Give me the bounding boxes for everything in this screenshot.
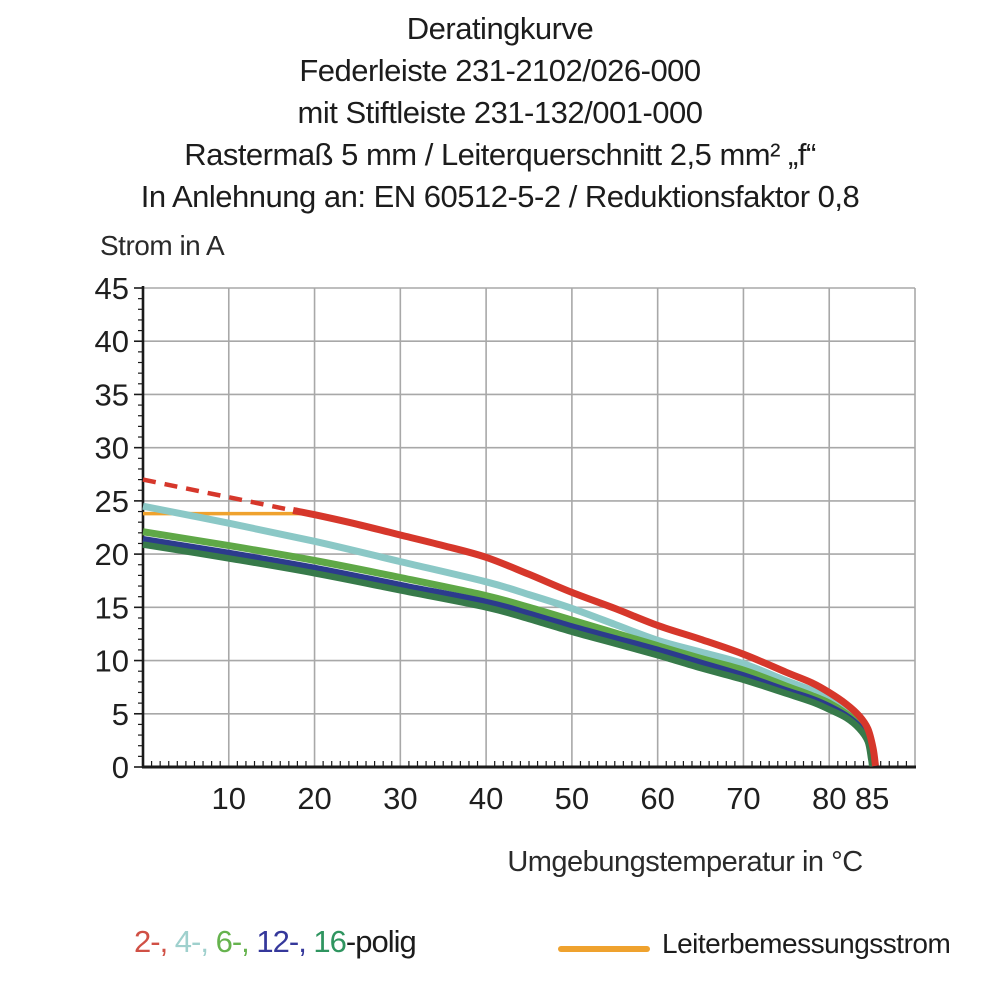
curve-2-polig-dashed xyxy=(142,477,294,513)
y-axis-label: Strom in A xyxy=(100,230,225,261)
legend-item-12polig: 12-, xyxy=(256,924,314,959)
x-tick-label: 10 xyxy=(212,781,246,816)
y-tick-label: 10 xyxy=(95,644,129,679)
x-tick-label: 85 xyxy=(855,781,889,816)
title-line-5: In Anlehnung an: EN 60512-5-2 / Reduktio… xyxy=(140,179,860,214)
y-tick-label: 0 xyxy=(112,750,129,785)
rated-current-label: Leiterbemessungsstrom xyxy=(662,928,951,959)
legend-poles-suffix: -polig xyxy=(345,924,417,959)
y-tick-label: 30 xyxy=(95,431,129,466)
x-tick-label: 30 xyxy=(383,781,417,816)
x-tick-label: 40 xyxy=(469,781,503,816)
legend-rated-current: Leiterbemessungsstrom xyxy=(552,920,972,970)
legend-item-4polig: 4-, xyxy=(174,924,216,959)
y-tick-label: 35 xyxy=(95,377,129,412)
x-axis-label: Umgebungstemperatur in °C xyxy=(507,846,863,878)
legend-pole-counts: 2-, 4-, 6-, 12-, 16-polig xyxy=(134,924,417,960)
x-tick-label: 80 xyxy=(812,781,846,816)
curve-2-polig xyxy=(292,507,879,767)
chart-title-block: Deratingkurve Federleiste 231-2102/026-0… xyxy=(0,8,1000,218)
curve-12-polig xyxy=(142,535,876,766)
legend-item-2polig: 2-, xyxy=(134,924,175,959)
curve-16-polig xyxy=(142,541,876,767)
title-line-3: mit Stiftleiste 231-132/001-000 xyxy=(297,95,703,130)
x-tick-label: 60 xyxy=(640,781,674,816)
x-tick-label: 50 xyxy=(555,781,589,816)
rated-current-line-swatch xyxy=(558,946,650,952)
x-tick-label: 20 xyxy=(297,781,331,816)
curve-4-polig xyxy=(142,502,878,767)
x-tick-label: 70 xyxy=(726,781,760,816)
title-line-4: Rastermaß 5 mm / Leiterquerschnitt 2,5 m… xyxy=(184,137,816,172)
title-line-1: Deratingkurve xyxy=(406,11,594,46)
title-line-2: Federleiste 231-2102/026-000 xyxy=(299,53,701,88)
y-tick-label: 15 xyxy=(95,590,129,625)
curve-6-polig xyxy=(142,528,877,767)
y-tick-label: 40 xyxy=(95,324,129,359)
y-tick-label: 5 xyxy=(112,697,129,732)
legend-item-6polig: 6-, xyxy=(215,924,257,959)
y-tick-label: 20 xyxy=(95,537,129,572)
y-tick-label: 45 xyxy=(95,271,129,306)
y-tick-label: 25 xyxy=(95,484,129,519)
legend-item-16polig: 16 xyxy=(313,924,346,959)
